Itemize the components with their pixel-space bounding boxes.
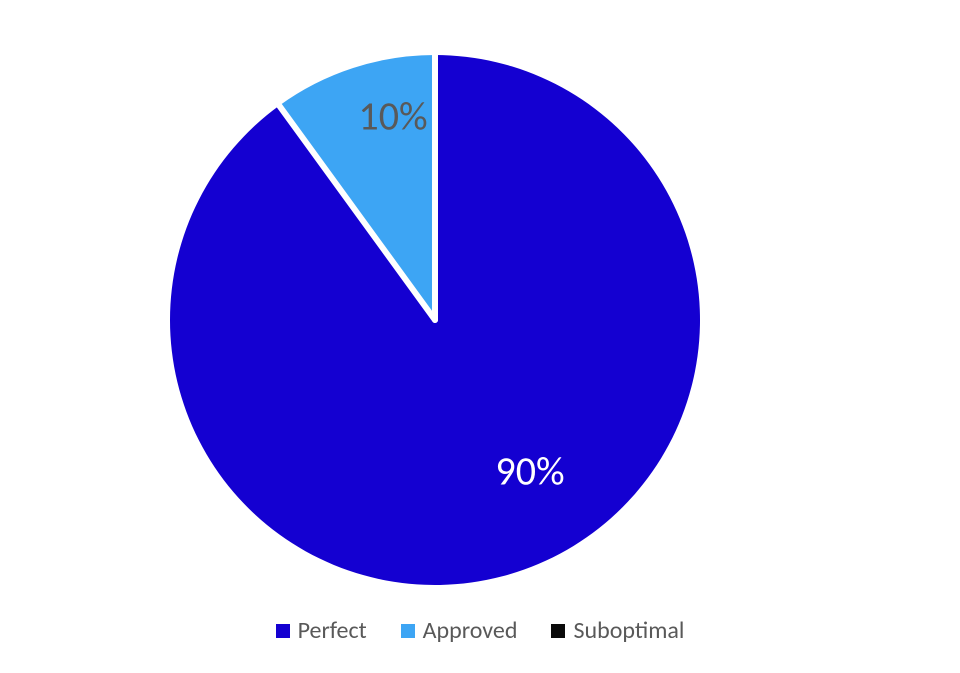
- legend-label: Perfect: [298, 616, 367, 645]
- legend-swatch-icon: [401, 624, 415, 638]
- legend-swatch-icon: [551, 624, 565, 638]
- legend-item-suboptimal: Suboptimal: [551, 616, 684, 645]
- legend-item-perfect: Perfect: [276, 616, 367, 645]
- pie-chart-svg: 90% 10%: [0, 0, 960, 673]
- slice-label-approved: 10%: [358, 92, 427, 141]
- legend-label: Suboptimal: [573, 616, 684, 645]
- legend-item-approved: Approved: [401, 616, 518, 645]
- legend-swatch-icon: [276, 624, 290, 638]
- slice-label-perfect: 90%: [495, 447, 564, 496]
- pie-chart-container: 90% 10% Perfect Approved Suboptimal: [0, 0, 960, 673]
- legend: Perfect Approved Suboptimal: [0, 616, 960, 645]
- legend-label: Approved: [423, 616, 518, 645]
